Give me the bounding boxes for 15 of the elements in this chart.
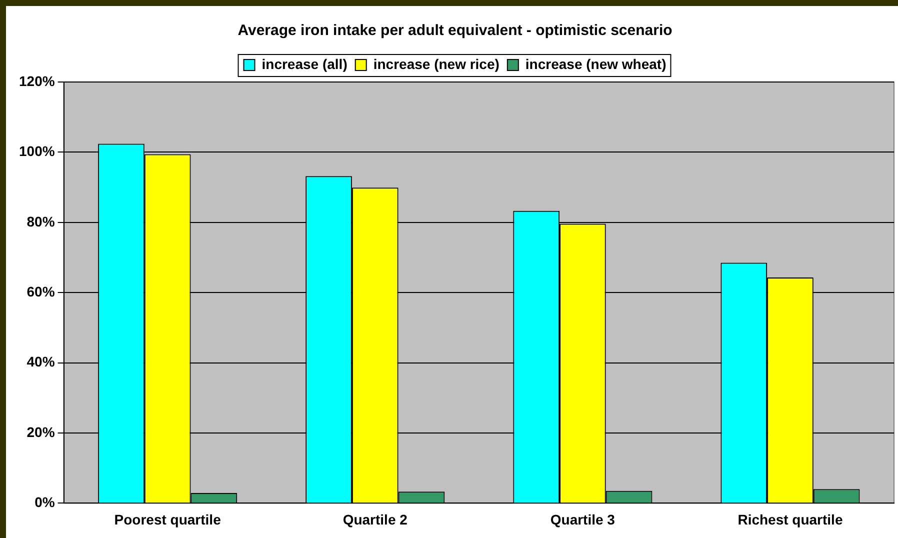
x-tick-label: Quartile 2 — [342, 511, 408, 528]
y-tick-label: 20% — [26, 424, 56, 440]
legend-label: increase (new rice) — [373, 56, 500, 72]
y-tick-label: 80% — [26, 213, 56, 230]
x-tick-label: Quartile 3 — [550, 511, 616, 528]
x-tick-label: Poorest quartile — [114, 511, 222, 528]
y-tick-label: 0% — [34, 494, 56, 510]
y-tick-label: 60% — [26, 283, 56, 300]
chart-title: Average iron intake per adult equivalent - optimistic scenario — [238, 22, 672, 40]
y-tick-label: 40% — [26, 354, 56, 370]
y-tick-label: 120% — [18, 72, 56, 89]
y-tick-label: 100% — [18, 143, 56, 160]
legend-label: increase (all) — [262, 56, 348, 72]
x-tick-label: Richest quartile — [738, 511, 843, 528]
legend-label: increase (new wheat) — [525, 56, 666, 72]
